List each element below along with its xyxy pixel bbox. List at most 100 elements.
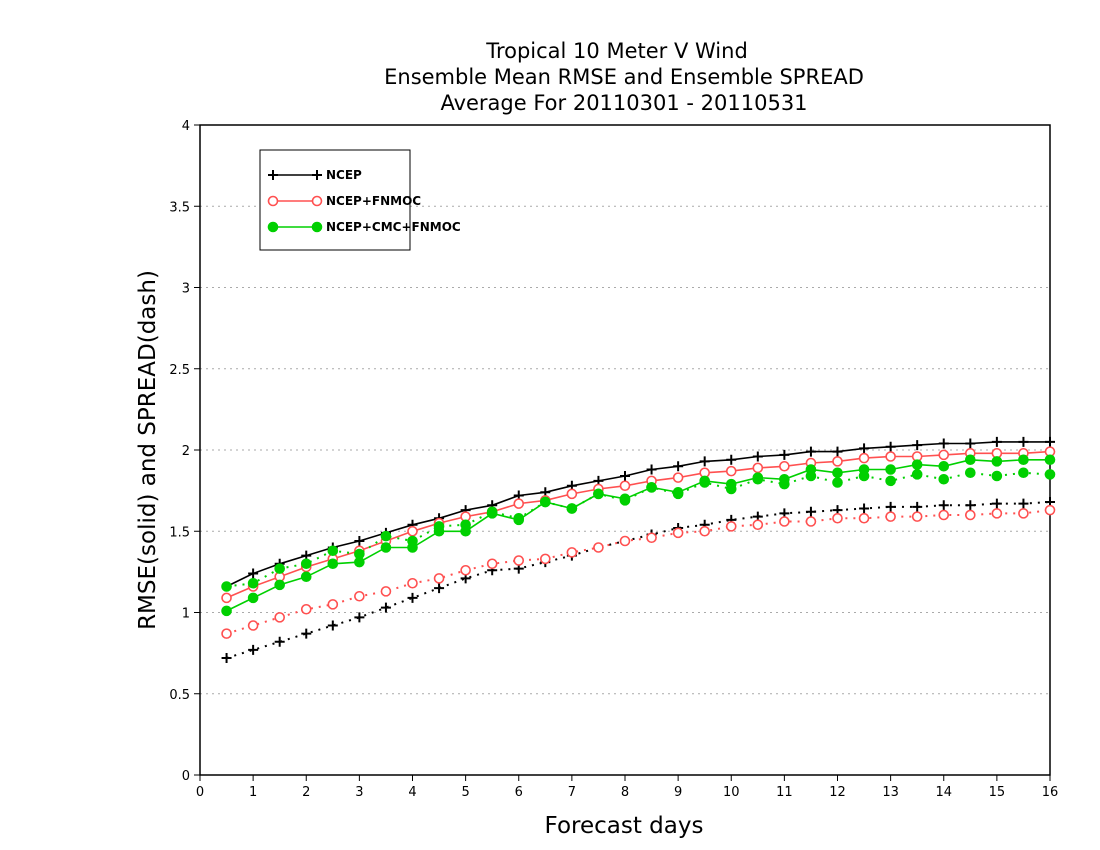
- y-tick-label: 3.5: [169, 200, 190, 215]
- ncep-rmse-point: [646, 464, 657, 475]
- y-tick-label: 1: [182, 607, 190, 622]
- ncep-fnmoc-spread-point: [380, 586, 392, 597]
- ncep-fnmoc-spread-point: [327, 599, 339, 610]
- ncep-spread-line: [226, 501, 1051, 659]
- ncep-rmse-point: [965, 438, 976, 449]
- legend-label: NCEP+FNMOC: [326, 194, 421, 208]
- legend-box: [259, 149, 411, 251]
- x-tick-label: 7: [568, 785, 576, 800]
- ncep-fnmoc-rmse-point: [885, 451, 896, 462]
- legend: NCEP NCEP+FNMOC NCEP+CMC+FNMOC: [259, 149, 461, 251]
- chart-title-line-3: Average For 20110301 - 20110531: [440, 91, 807, 115]
- ncep-rmse-point: [1018, 436, 1029, 447]
- ncep-fnmoc-spread-point: [779, 516, 790, 527]
- ncep-spread-point: [859, 503, 870, 514]
- x-tick-label: 13: [882, 785, 899, 800]
- ncep-spread-point: [354, 612, 365, 623]
- ncep-cmc-fnmoc-rmse-point: [646, 482, 657, 493]
- legend-marker: [312, 170, 322, 180]
- ncep-cmc-fnmoc-rmse-point: [354, 556, 365, 568]
- y-tick-label: 2: [182, 444, 190, 459]
- ncep-cmc-fnmoc-spread-point: [1018, 467, 1029, 479]
- legend-entry-ncep: NCEP: [268, 168, 362, 182]
- ncep-cmc-fnmoc-rmse-point: [699, 475, 710, 487]
- ncep-cmc-fnmoc-spread-point: [221, 581, 232, 592]
- ncep-cmc-fnmoc-spread-point: [1044, 469, 1056, 480]
- x-tick-label: 8: [621, 785, 629, 800]
- ncep-spread-point: [991, 498, 1002, 509]
- ncep-fnmoc-spread-point: [513, 555, 525, 566]
- ncep-spread-point: [912, 501, 923, 512]
- ncep-cmc-fnmoc-rmse-point: [1018, 454, 1029, 466]
- x-tick-label: 3: [355, 785, 363, 800]
- ncep-cmc-fnmoc-rmse-point: [779, 473, 790, 485]
- ncep-fnmoc-spread-point: [221, 628, 232, 639]
- x-tick-label: 1: [249, 785, 257, 800]
- legend-marker: [311, 221, 323, 233]
- ncep-cmc-fnmoc-spread-point: [832, 477, 843, 488]
- ncep-fnmoc-spread-point: [911, 511, 923, 522]
- ncep-fnmoc-spread-point: [858, 512, 870, 524]
- ncep-spread-point: [938, 500, 949, 511]
- ncep-fnmoc-spread-point: [752, 519, 764, 531]
- ncep-fnmoc-rmse-point: [566, 488, 578, 500]
- ncep-rmse-point: [779, 449, 790, 460]
- ncep-cmc-fnmoc-rmse-point: [619, 493, 631, 505]
- legend-label: NCEP: [326, 168, 362, 182]
- y-tick-label: 0.5: [169, 688, 190, 703]
- ncep-cmc-fnmoc-spread-line: [226, 471, 1051, 588]
- ncep-spread-point: [301, 628, 312, 639]
- ncep-rmse-point: [991, 436, 1002, 447]
- ncep-fnmoc-spread-point: [885, 511, 896, 522]
- ncep-fnmoc-spread-point: [354, 590, 365, 602]
- ncep-cmc-fnmoc-spread-point: [274, 563, 285, 574]
- ncep-rmse-point: [354, 536, 365, 546]
- x-tick-label: 6: [515, 785, 523, 800]
- ncep-fnmoc-rmse-point: [938, 449, 950, 461]
- ncep-cmc-fnmoc-rmse-point: [858, 464, 870, 475]
- ncep-cmc-fnmoc-rmse-point: [832, 467, 843, 479]
- ncep-cmc-fnmoc-rmse-point: [327, 558, 339, 570]
- ncep-rmse-point: [726, 454, 737, 465]
- ncep-fnmoc-spread-point: [619, 535, 631, 547]
- ncep-cmc-fnmoc-rmse-point: [300, 571, 312, 583]
- ncep-fnmoc-rmse-point: [725, 465, 737, 477]
- ncep-rmse-line: [226, 441, 1050, 588]
- y-tick-label: 0: [182, 769, 190, 784]
- ncep-cmc-fnmoc-rmse-point: [433, 525, 445, 537]
- ncep-spread-point: [407, 592, 418, 603]
- ncep-spread-point: [1018, 498, 1029, 509]
- ncep-rmse-point: [752, 451, 763, 462]
- ncep-fnmoc-rmse-point: [752, 462, 764, 474]
- legend-marker: [268, 170, 278, 180]
- ncep-fnmoc-rmse-point: [858, 452, 870, 464]
- ncep-fnmoc-rmse-point: [407, 525, 418, 537]
- ncep-rmse-point: [859, 443, 870, 454]
- x-tick-label: 12: [829, 785, 846, 800]
- y-tick-label: 3: [182, 282, 190, 297]
- ncep-fnmoc-spread-point: [274, 612, 285, 623]
- ncep-fnmoc-spread-point: [433, 573, 445, 584]
- ncep-cmc-fnmoc-rmse-point: [407, 542, 418, 553]
- ncep-cmc-fnmoc-rmse-point: [566, 503, 578, 514]
- ncep-rmse-point: [699, 456, 710, 467]
- ncep-rmse-point: [832, 446, 843, 457]
- x-tick-label: 5: [461, 785, 469, 800]
- ncep-cmc-fnmoc-rmse-point: [460, 525, 471, 537]
- series-ncep-fnmoc: [221, 446, 1056, 639]
- y-tick-label: 2.5: [169, 363, 190, 378]
- x-tick-label: 2: [302, 785, 310, 800]
- ncep-cmc-fnmoc-rmse-point: [247, 592, 259, 604]
- ncep-fnmoc-spread-point: [300, 603, 312, 615]
- ncep-cmc-fnmoc-spread-point: [965, 467, 976, 479]
- ncep-spread-point: [248, 644, 259, 655]
- series-ncep-cmc-fnmoc: [221, 454, 1056, 617]
- ncep-fnmoc-spread-point: [460, 564, 471, 576]
- ncep-spread-point: [221, 653, 232, 663]
- ncep-fnmoc-spread-point: [725, 521, 737, 532]
- x-tick-label: 4: [408, 785, 416, 800]
- y-axis-label: RMSE(solid) and SPREAD(dash): [135, 270, 161, 630]
- x-tick-label: 11: [776, 785, 793, 800]
- legend-entry-ncep-fnmoc: NCEP+FNMOC: [267, 194, 421, 208]
